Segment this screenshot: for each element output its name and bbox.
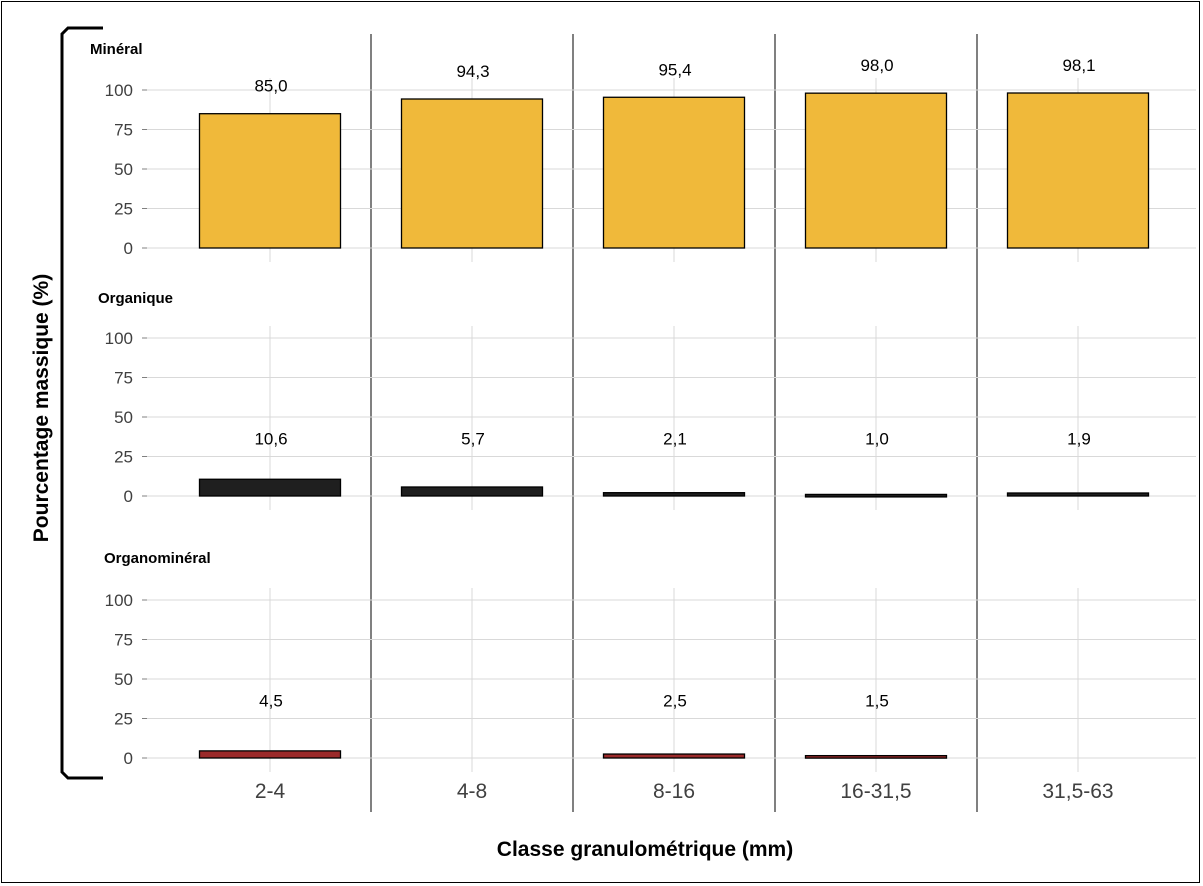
data-label: 85,0 (254, 77, 287, 96)
y-tick-label: 75 (114, 369, 133, 388)
x-axis-title: Classe granulométrique (mm) (497, 838, 793, 861)
data-label: 98,1 (1062, 56, 1095, 75)
panel-title-organomineral: Organominéral (104, 550, 211, 567)
y-tick-label: 25 (114, 448, 133, 467)
data-label: 2,1 (663, 430, 687, 449)
y-tick-label: 0 (124, 749, 133, 768)
data-label: 4,5 (259, 692, 283, 711)
y-tick-label: 100 (105, 591, 133, 610)
bar-1-1 (400, 486, 544, 497)
bar-1-0 (198, 478, 342, 497)
bar-0-2 (602, 96, 746, 249)
bar-2-2 (602, 753, 746, 759)
data-label: 94,3 (456, 62, 489, 81)
y-tick-label: 25 (114, 710, 133, 729)
data-label: 95,4 (658, 60, 691, 79)
bar-1-4 (1006, 492, 1150, 497)
y-tick-label: 50 (114, 670, 133, 689)
panel-title-organique: Organique (98, 290, 173, 307)
panel-title-mineral: Minéral (90, 41, 143, 58)
x-tick-label: 2-4 (255, 780, 286, 803)
x-tick-label: 31,5-63 (1042, 780, 1113, 803)
y-tick-label: 50 (114, 408, 133, 427)
data-label: 1,9 (1067, 430, 1091, 449)
labels: 0 25 50 75 100 85,0 94,3 95,4 98,0 98,1 0 25 50 75 100… (105, 56, 1114, 803)
x-tick-label: 8-16 (653, 780, 695, 803)
y-tick-label: 0 (124, 239, 133, 258)
bar-0-4 (1006, 92, 1150, 249)
x-tick-label: 16-31,5 (840, 780, 911, 803)
bar-1-2 (602, 492, 746, 497)
data-label: 1,5 (865, 692, 889, 711)
bar-2-0 (198, 750, 342, 759)
y-axis-bracket (60, 26, 103, 780)
data-label: 1,0 (865, 430, 889, 449)
y-tick-label: 75 (114, 121, 133, 140)
data-label: 5,7 (461, 430, 485, 449)
bar-2-3 (804, 754, 948, 759)
bar-0-1 (400, 98, 544, 249)
y-tick-label: 100 (105, 329, 133, 348)
x-tick-label: 4-8 (457, 780, 487, 803)
bar-0-3 (804, 92, 948, 249)
y-tick-label: 75 (114, 631, 133, 650)
data-label: 98,0 (860, 56, 893, 75)
y-tick-label: 50 (114, 160, 133, 179)
y-axis-title: Pourcentage massique (%) (30, 274, 53, 542)
y-tick-label: 0 (124, 487, 133, 506)
y-tick-label: 25 (114, 200, 133, 219)
bar-0-0 (198, 113, 342, 249)
y-tick-label: 100 (105, 81, 133, 100)
data-label: 2,5 (663, 692, 687, 711)
data-label: 10,6 (254, 430, 287, 449)
bar-1-3 (804, 493, 948, 498)
bars (198, 92, 1150, 759)
